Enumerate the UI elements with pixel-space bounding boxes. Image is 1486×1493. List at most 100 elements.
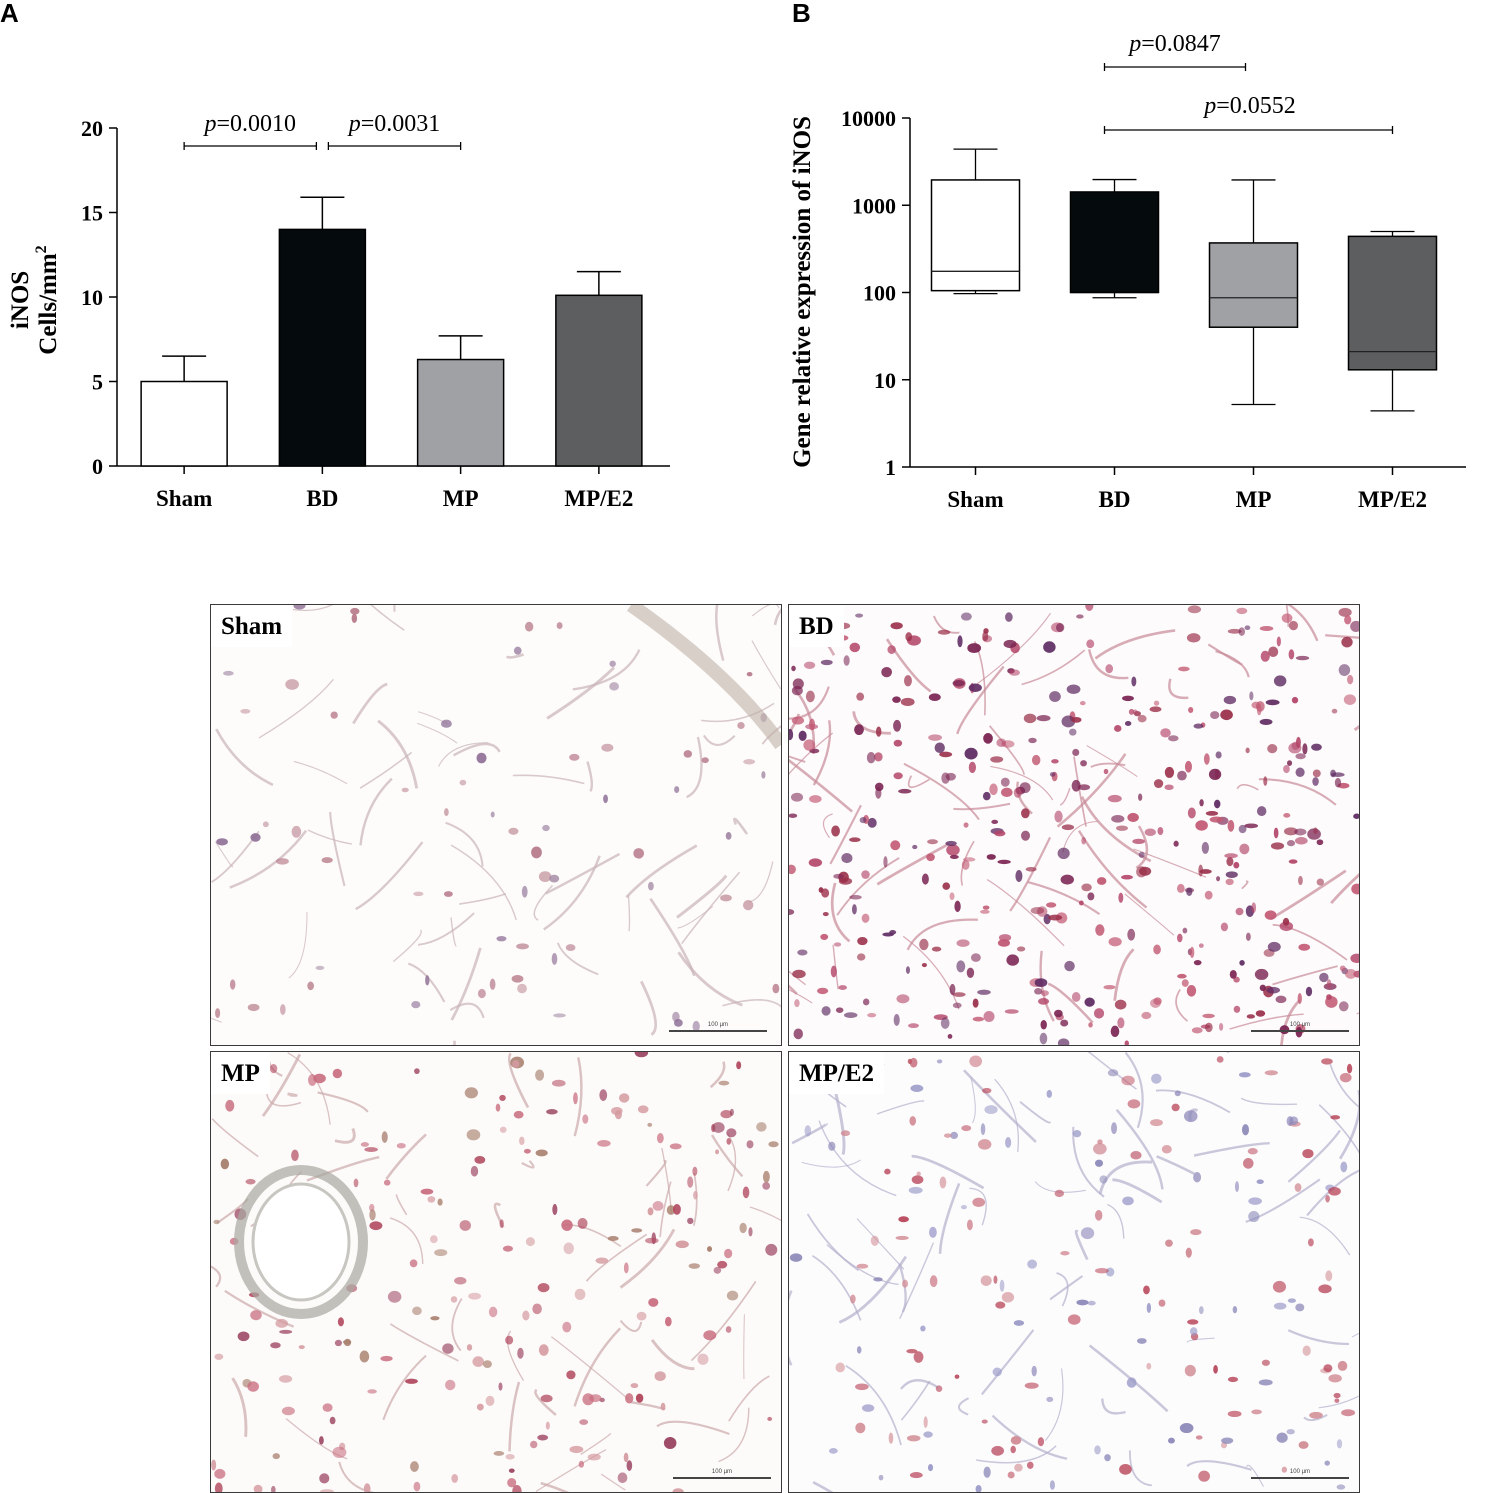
alveolar-wall [1240, 1097, 1298, 1106]
stained-cell [929, 1275, 938, 1288]
stained-cell [1161, 1145, 1172, 1154]
alveolar-wall [1270, 869, 1347, 920]
stained-cell [405, 1378, 418, 1384]
alveolar-wall [627, 895, 631, 932]
stained-cell [240, 708, 251, 714]
chart-b-ytick-label: 1 [885, 455, 896, 480]
stained-cell [1283, 827, 1298, 836]
alveolar-wall [749, 861, 774, 903]
chart-b-xtick-label: MP [1236, 487, 1272, 512]
stained-cell [761, 771, 766, 779]
stained-cell [923, 1431, 933, 1438]
alveolar-wall [1009, 836, 1052, 912]
stained-cell [1127, 1099, 1141, 1109]
stained-cell [1336, 1484, 1346, 1490]
stained-cell [1334, 1398, 1340, 1403]
stained-cell [1223, 695, 1237, 705]
stained-cell [1150, 998, 1161, 1008]
stained-cell [1191, 1027, 1203, 1034]
stained-cell [1071, 716, 1082, 723]
stained-cell [937, 629, 951, 635]
stained-cell [569, 753, 580, 761]
stained-cell [683, 750, 693, 758]
stained-cell [1227, 820, 1235, 832]
alveolar-wall [994, 1078, 1019, 1153]
alveolar-wall [215, 728, 274, 787]
alveolar-wall [676, 874, 728, 919]
stained-cell [1353, 813, 1359, 819]
stained-cell [991, 819, 999, 825]
chart-b-box-mp-e2 [1347, 235, 1438, 371]
stained-cell [931, 946, 942, 952]
stained-cell [1187, 1319, 1199, 1325]
stained-cell [1144, 828, 1156, 836]
stained-cell [1116, 825, 1128, 831]
stained-cell [1248, 1197, 1262, 1205]
alveolar-wall [285, 1418, 348, 1460]
alveolar-wall [1074, 1229, 1089, 1261]
stained-cell [617, 1472, 628, 1484]
stained-cell [1199, 799, 1204, 807]
stained-cell [956, 939, 970, 947]
chart-b-xtick-label: Sham [947, 487, 1003, 512]
stained-cell [409, 1259, 418, 1268]
alveolar-wall [307, 829, 352, 845]
stained-cell [862, 998, 870, 1006]
stained-cell [1246, 1014, 1256, 1019]
stained-cell [607, 1236, 619, 1241]
stained-cell [1149, 706, 1162, 713]
alveolar-wall [1059, 787, 1071, 806]
stained-cell [1087, 892, 1095, 901]
stained-cell [743, 759, 756, 765]
chart-a-bar-mp-e2 [555, 294, 643, 467]
alveolar-wall [1325, 634, 1359, 639]
stained-cell [960, 1204, 967, 1210]
alveolar-wall [791, 1122, 828, 1145]
stained-cell [229, 979, 236, 990]
stained-cell [556, 622, 563, 630]
stained-cell [790, 792, 804, 802]
stained-cell [890, 622, 903, 630]
alveolar-wall [986, 879, 1065, 947]
stained-cell [1302, 1148, 1314, 1159]
stained-cell [1238, 824, 1247, 834]
stained-cell [1236, 607, 1248, 615]
stained-cell [756, 1122, 767, 1132]
micrograph-bd: BD 100 µm [788, 604, 1360, 1046]
alveolar-wall [1338, 1090, 1359, 1160]
stained-cell [466, 1129, 481, 1141]
stained-cell [874, 752, 883, 762]
stained-cell [387, 1290, 402, 1303]
stained-cell [474, 1155, 486, 1164]
stained-cell [1325, 1270, 1333, 1282]
stained-cell [1177, 770, 1187, 781]
stained-cell [582, 1114, 589, 1124]
alveolar-wall [829, 804, 862, 865]
stained-cell [1117, 1017, 1125, 1029]
stained-cell [968, 683, 982, 693]
stained-cell [857, 936, 868, 946]
stained-cell [798, 730, 807, 741]
stained-cell [1178, 666, 1190, 672]
stained-cell [1234, 1181, 1240, 1193]
stained-cell [789, 1253, 803, 1262]
stained-cell [562, 1321, 572, 1333]
stained-cell [1173, 840, 1179, 847]
stained-cell [524, 621, 534, 632]
stained-cell [369, 1221, 383, 1231]
stained-cell [1174, 1090, 1181, 1097]
stained-cell [271, 1485, 276, 1492]
stained-cell [595, 1257, 609, 1264]
alveolar-wall [586, 761, 594, 792]
alveolar-wall [550, 1336, 629, 1400]
stained-cell [1264, 1070, 1278, 1076]
stained-cell [1049, 691, 1061, 702]
stained-cell [552, 1203, 558, 1216]
stained-cell [1204, 890, 1213, 900]
stained-cell [1061, 715, 1076, 728]
stained-cell [413, 891, 424, 897]
stained-cell [1046, 1396, 1054, 1402]
stained-cell [1323, 1364, 1333, 1372]
stained-cell [856, 1346, 862, 1354]
stained-cell [1151, 1073, 1162, 1084]
